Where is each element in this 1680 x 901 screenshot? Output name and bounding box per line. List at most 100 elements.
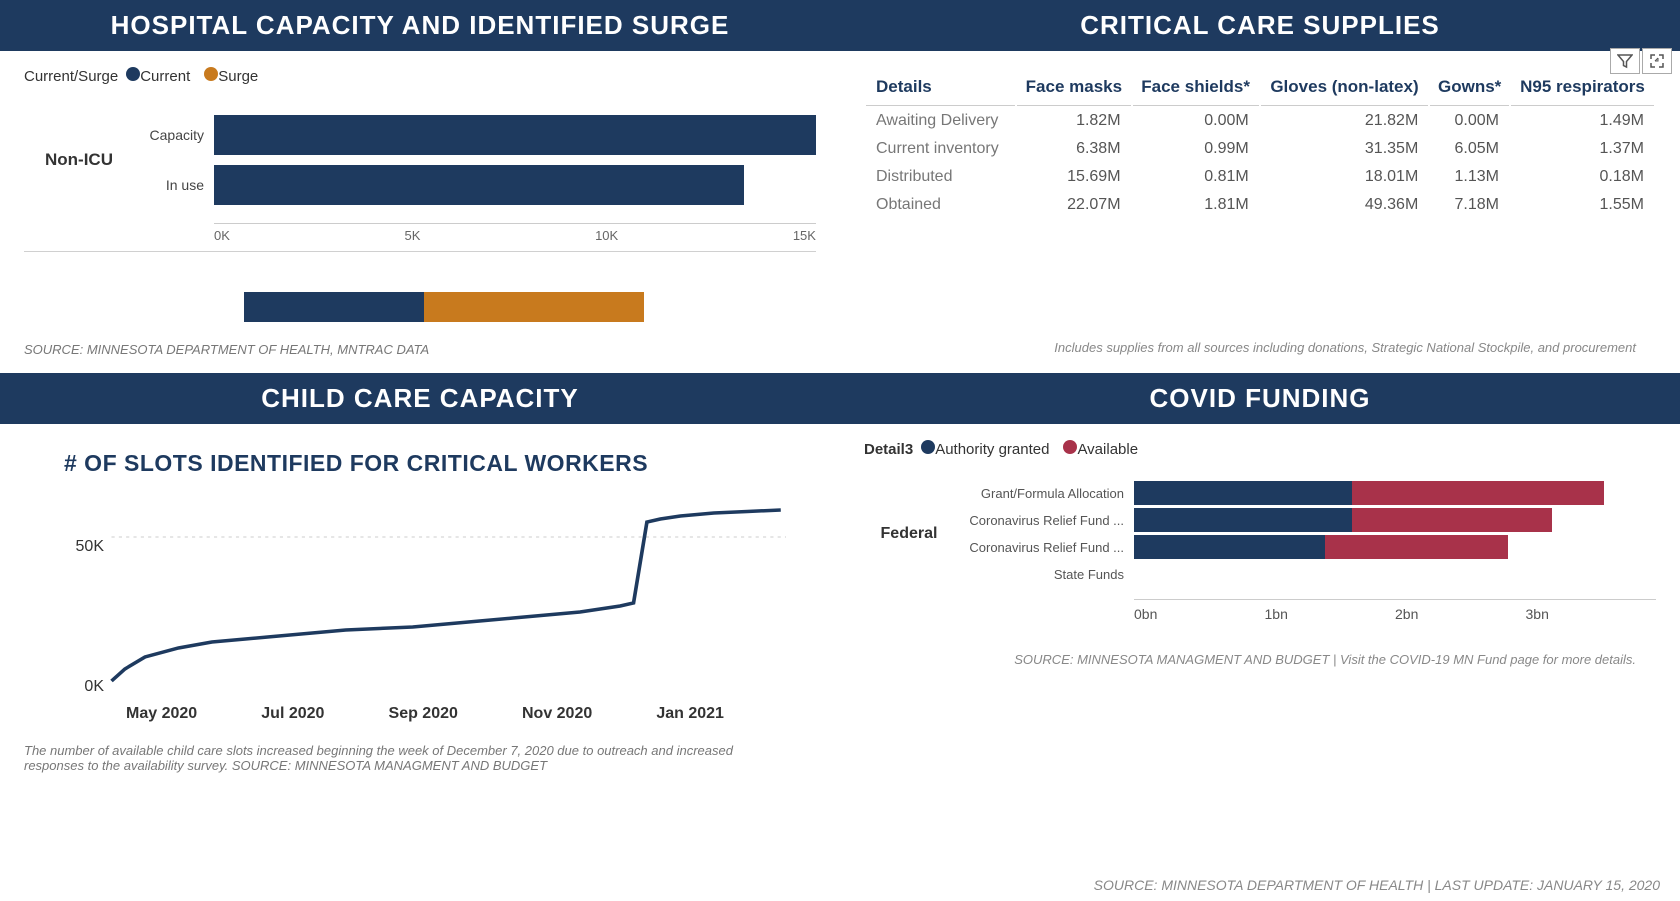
axis-tick: 0K — [214, 228, 230, 243]
axis-tick: 1bn — [1265, 606, 1396, 622]
axis-tick: 3bn — [1526, 606, 1657, 622]
table-cell: 0.00M — [1133, 108, 1259, 134]
funding-row: State Funds — [954, 562, 1656, 586]
legend-swatch — [921, 440, 935, 454]
table-cell: Awaiting Delivery — [866, 108, 1015, 134]
table-header: Details — [866, 69, 1015, 106]
childcare-x-axis: May 2020Jul 2020Sep 2020Nov 2020Jan 2021 — [94, 705, 756, 723]
table-cell: 6.05M — [1430, 136, 1509, 162]
childcare-source: The number of available child care slots… — [24, 743, 784, 773]
table-cell: 0.00M — [1430, 108, 1509, 134]
funding-x-axis: 0bn1bn2bn3bn — [1134, 599, 1656, 622]
hospital-stacked-bar — [244, 292, 644, 322]
funding-legend: Detail3 Authority granted Available — [864, 440, 1656, 458]
axis-tick: 15K — [793, 228, 816, 243]
table-cell: 49.36M — [1261, 192, 1429, 218]
table-cell: 7.18M — [1430, 192, 1509, 218]
childcare-subtitle: # OF SLOTS IDENTIFIED FOR CRITICAL WORKE… — [64, 450, 816, 477]
legend-label: Current/Surge — [24, 68, 118, 85]
line-series — [112, 510, 781, 681]
hbar-label: In use — [134, 177, 214, 193]
funding-row-label: Grant/Formula Allocation — [954, 486, 1134, 501]
table-cell: Current inventory — [866, 136, 1015, 162]
funding-seg-available — [1352, 508, 1552, 532]
axis-tick: 0bn — [1134, 606, 1265, 622]
funding-seg-granted — [1134, 508, 1352, 532]
childcare-line-chart: 50K 0K — [54, 497, 786, 697]
hospital-header: HOSPITAL CAPACITY AND IDENTIFIED SURGE — [0, 0, 840, 51]
hospital-x-axis: 0K5K10K15K — [214, 223, 816, 243]
group-label: Non-ICU — [24, 150, 134, 170]
legend-item-label: Current — [140, 68, 190, 85]
table-cell: 31.35M — [1261, 136, 1429, 162]
funding-panel: COVID FUNDING Detail3 Authority granted A… — [840, 373, 1680, 789]
table-cell: 1.81M — [1133, 192, 1259, 218]
table-cell: 1.49M — [1511, 108, 1654, 134]
supplies-table: DetailsFace masksFace shields*Gloves (no… — [864, 67, 1656, 220]
childcare-panel: CHILD CARE CAPACITY # OF SLOTS IDENTIFIE… — [0, 373, 840, 789]
table-cell: 1.13M — [1430, 164, 1509, 190]
legend-swatch — [1063, 440, 1077, 454]
supplies-header: CRITICAL CARE SUPPLIES — [840, 0, 1680, 51]
hbar-row: In use — [134, 165, 816, 205]
table-cell: 18.01M — [1261, 164, 1429, 190]
x-axis-label: Nov 2020 — [522, 705, 592, 723]
funding-source: SOURCE: MINNESOTA MANAGMENT AND BUDGET |… — [864, 652, 1656, 667]
table-cell: Distributed — [866, 164, 1015, 190]
x-axis-label: Sep 2020 — [389, 705, 458, 723]
funding-row: Coronavirus Relief Fund ... — [954, 508, 1656, 532]
table-header: Face masks — [1017, 69, 1130, 106]
axis-tick: 10K — [595, 228, 618, 243]
table-row: Awaiting Delivery1.82M0.00M21.82M0.00M1.… — [866, 108, 1654, 134]
table-row: Obtained22.07M1.81M49.36M7.18M1.55M — [866, 192, 1654, 218]
funding-group-label: Federal — [864, 525, 954, 543]
hbar-fill — [214, 115, 816, 155]
table-cell: 1.55M — [1511, 192, 1654, 218]
axis-tick: 2bn — [1395, 606, 1526, 622]
hbar-row: Capacity — [134, 115, 816, 155]
legend-item-label: Surge — [218, 68, 258, 85]
stacked-segment — [424, 292, 644, 322]
legend-item-label: Available — [1077, 441, 1138, 458]
funding-bar-chart: Federal Grant/Formula Allocation Coronavi… — [864, 478, 1656, 589]
filter-icon — [1617, 53, 1633, 69]
funding-seg-available — [1325, 535, 1508, 559]
table-row: Current inventory6.38M0.99M31.35M6.05M1.… — [866, 136, 1654, 162]
funding-seg-granted — [1134, 481, 1352, 505]
table-cell: 15.69M — [1017, 164, 1130, 190]
hospital-legend: Current/Surge Current Surge — [24, 67, 816, 85]
funding-row-label: Coronavirus Relief Fund ... — [954, 513, 1134, 528]
funding-row-label: State Funds — [954, 567, 1134, 582]
supplies-note: Includes supplies from all sources inclu… — [864, 340, 1656, 355]
x-axis-label: Jul 2020 — [261, 705, 324, 723]
hospital-bar-chart: Non-ICU Capacity In use — [24, 105, 816, 215]
funding-row: Coronavirus Relief Fund ... — [954, 535, 1656, 559]
funding-legend-label: Detail3 — [864, 441, 913, 458]
focus-icon — [1649, 53, 1665, 69]
table-cell: 0.99M — [1133, 136, 1259, 162]
table-cell: Obtained — [866, 192, 1015, 218]
supplies-panel: CRITICAL CARE SUPPLIES DetailsFace masks… — [840, 0, 1680, 373]
hospital-capacity-panel: HOSPITAL CAPACITY AND IDENTIFIED SURGE C… — [0, 0, 840, 373]
y-tick-0k: 0K — [84, 678, 104, 696]
stacked-segment — [244, 292, 424, 322]
filter-button[interactable] — [1610, 48, 1640, 74]
table-header: Gowns* — [1430, 69, 1509, 106]
x-axis-label: Jan 2021 — [656, 705, 724, 723]
funding-header: COVID FUNDING — [840, 373, 1680, 424]
funding-seg-available — [1352, 481, 1604, 505]
table-cell: 1.37M — [1511, 136, 1654, 162]
focus-button[interactable] — [1642, 48, 1672, 74]
hospital-source: SOURCE: MINNESOTA DEPARTMENT OF HEALTH, … — [24, 342, 816, 357]
legend-item-label: Authority granted — [935, 441, 1049, 458]
hbar-fill — [214, 165, 744, 205]
table-row: Distributed15.69M0.81M18.01M1.13M0.18M — [866, 164, 1654, 190]
table-cell: 1.82M — [1017, 108, 1130, 134]
table-cell: 0.81M — [1133, 164, 1259, 190]
table-cell: 22.07M — [1017, 192, 1130, 218]
legend-swatch — [126, 67, 140, 81]
toolbar — [1610, 48, 1672, 74]
funding-row: Grant/Formula Allocation — [954, 481, 1656, 505]
funding-row-label: Coronavirus Relief Fund ... — [954, 540, 1134, 555]
table-header: N95 respirators — [1511, 69, 1654, 106]
